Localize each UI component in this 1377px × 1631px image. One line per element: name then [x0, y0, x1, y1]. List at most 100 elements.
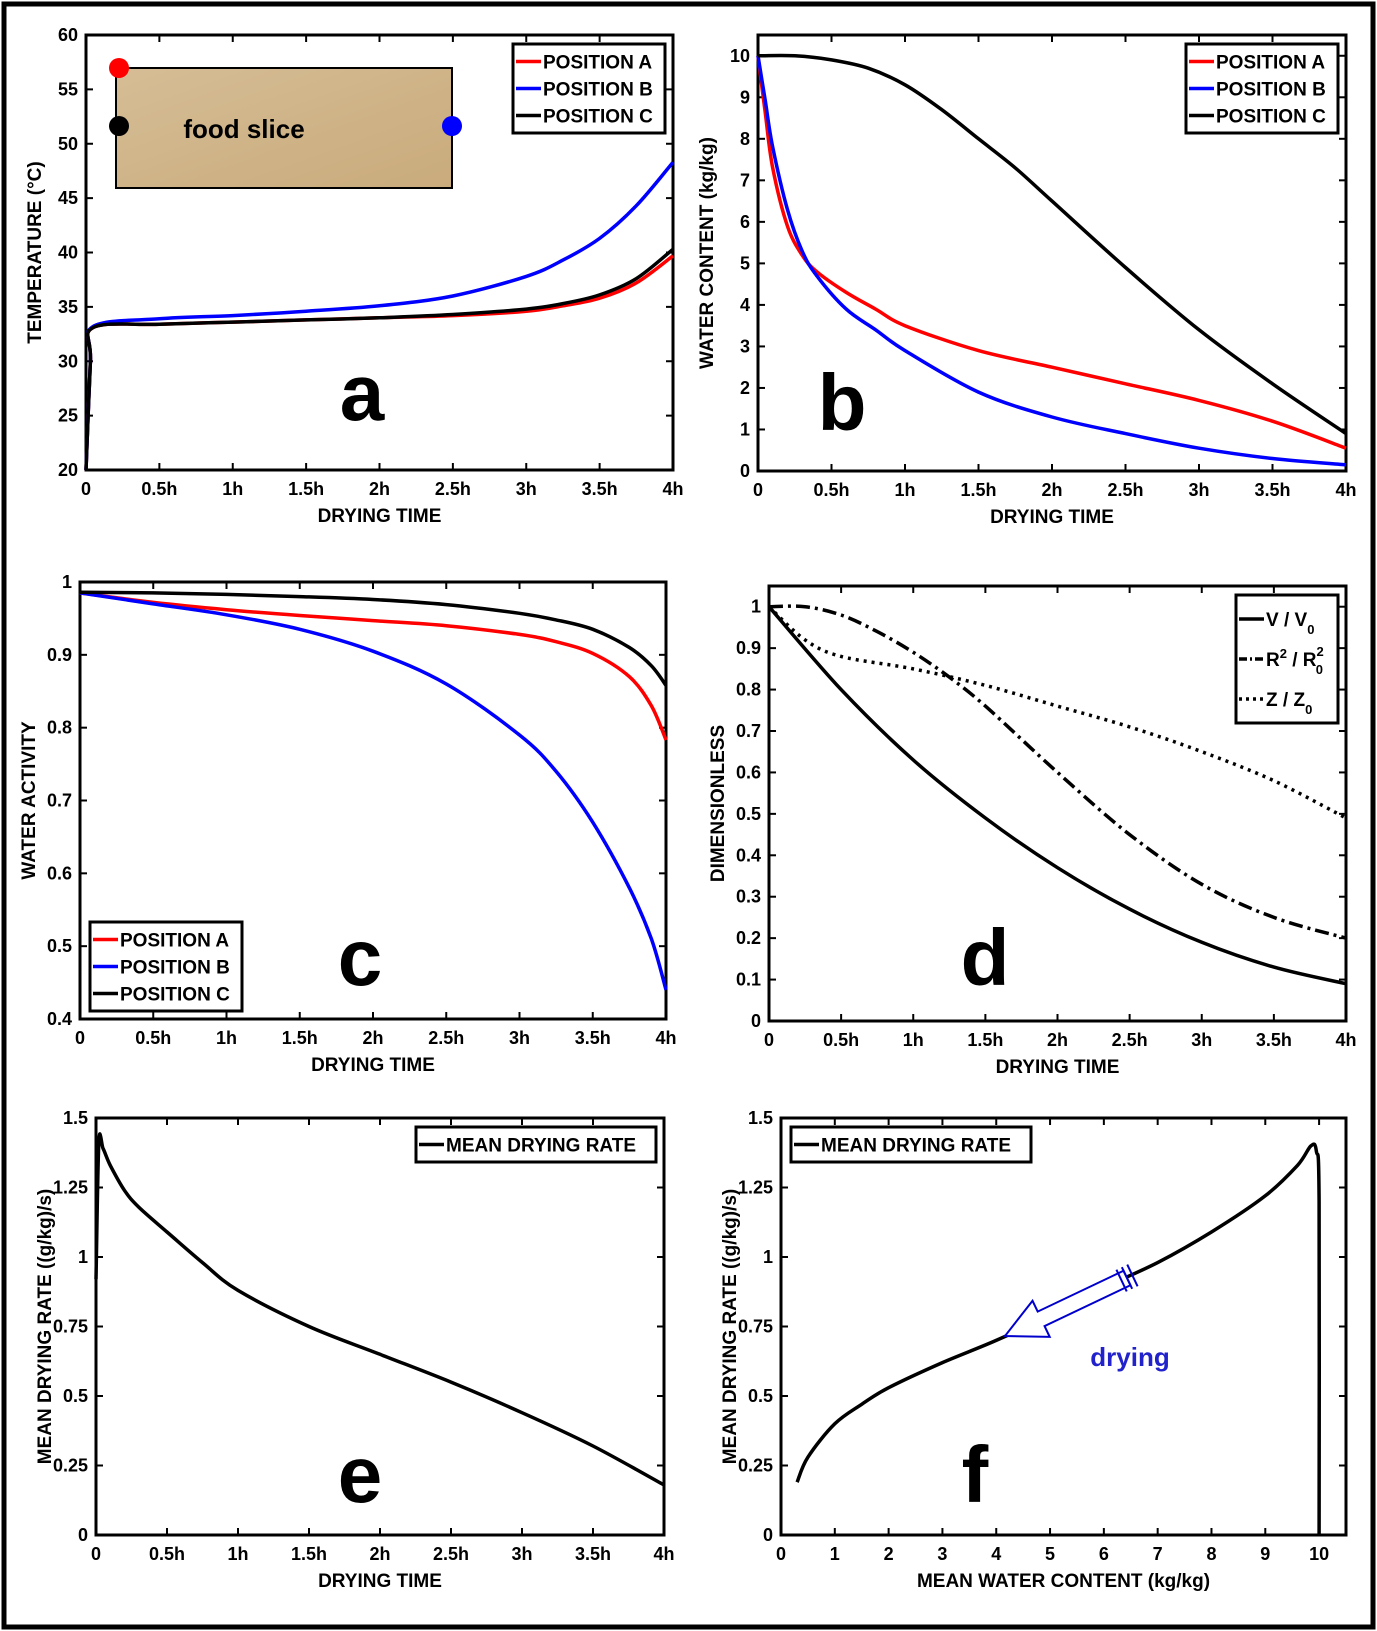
- arrow-body: [1002, 1269, 1132, 1338]
- x-tick-label: 2.5h: [435, 479, 471, 499]
- x-tick-label: 1h: [894, 480, 915, 500]
- panel-d: 0 0.5h 1h 1.5h 2h 2.5h 3h 3.5h 4h 0 0.1 0.2 0.3 0.4 0.…: [708, 584, 1357, 1078]
- legend: POSITION A POSITION B POSITION C: [88, 920, 244, 1013]
- y-tick-label: 4: [740, 295, 750, 315]
- y-tick-label: 25: [58, 406, 78, 426]
- x-tick-label: 3.5h: [1256, 1030, 1292, 1050]
- legend-label: POSITION B: [1216, 80, 1326, 101]
- arrow-tail-mark: [1115, 1269, 1128, 1292]
- y-tick-label: 1.5: [748, 1108, 773, 1128]
- y-axis-label: MEAN DRYING RATE ((g/kg)/s): [720, 1189, 741, 1465]
- x-tick-label: 1.5h: [967, 1030, 1003, 1050]
- y-tick-label: 0: [740, 461, 750, 481]
- arrow-tail-mark: [1120, 1266, 1134, 1290]
- y-tick-label: 20: [58, 460, 78, 480]
- y-axis-label: DIMENSIONLESS: [708, 725, 729, 882]
- x-tick-label: 3h: [1191, 1030, 1212, 1050]
- series-line-0: [795, 1142, 1322, 1536]
- series-line-1: [79, 591, 668, 991]
- series-line-2: [767, 605, 1347, 820]
- legend-box: [414, 1125, 658, 1164]
- x-tick-label: 1h: [216, 1028, 237, 1048]
- x-tick-label: 0: [81, 479, 91, 499]
- x-tick-label: 2h: [369, 1544, 390, 1564]
- y-tick-label: 8: [740, 129, 750, 149]
- y-axis-label: MEAN DRYING RATE ((g/kg)/s): [35, 1189, 56, 1465]
- y-tick-label: 0.6: [47, 863, 72, 883]
- x-tick-label: 1: [830, 1544, 840, 1564]
- legend-label: POSITION B: [120, 958, 230, 979]
- x-tick-label: 2h: [1047, 1030, 1068, 1050]
- series-line-0: [79, 591, 668, 741]
- x-tick-label: 0: [776, 1544, 786, 1564]
- y-tick-label: 1: [62, 572, 72, 592]
- x-tick-label: 4: [991, 1544, 1001, 1564]
- legend-label: POSITION C: [1216, 107, 1326, 128]
- plot-area: [779, 1116, 1348, 1537]
- legend-label: POSITION A: [120, 931, 229, 952]
- panel-a: 0 0.5h 1h 1.5h 2h 2.5h 3h 3.5h 4h 20 25 30 35 40 45 50 5…: [25, 25, 684, 527]
- y-tick-label: 0: [78, 1525, 88, 1545]
- y-tick-label: 45: [58, 188, 78, 208]
- x-tick-label: 3: [937, 1544, 947, 1564]
- y-tick-label: 2: [740, 378, 750, 398]
- x-tick-label: 8: [1206, 1544, 1216, 1564]
- series-line-2: [79, 590, 668, 687]
- panel-letter: b: [818, 358, 867, 447]
- series-line-1: [756, 55, 1347, 467]
- x-axis-label: DRYING TIME: [318, 1571, 442, 1592]
- x-tick-label: 10: [1309, 1544, 1329, 1564]
- legend: V / V0 R2 / R2 0 Z / Z0: [1234, 593, 1340, 725]
- y-tick-label: 1: [751, 597, 761, 617]
- x-tick-label: 3h: [516, 479, 537, 499]
- x-tick-label: 0.5h: [135, 1028, 171, 1048]
- legend-label: POSITION A: [1216, 53, 1325, 74]
- x-tick-label: 1h: [222, 479, 243, 499]
- y-tick-label: 0.1: [736, 970, 761, 990]
- drying-annotation: drying: [1090, 1342, 1169, 1372]
- x-tick-label: 2.5h: [428, 1028, 464, 1048]
- legend-label: MEAN DRYING RATE: [821, 1136, 1011, 1157]
- x-tick-label: 2.5h: [1112, 1030, 1148, 1050]
- x-tick-label: 1.5h: [288, 479, 324, 499]
- legend-label: POSITION C: [543, 107, 653, 128]
- panel-letter: a: [340, 348, 385, 437]
- position-marker: [109, 58, 129, 78]
- legend-box: [1234, 593, 1340, 725]
- legend-label: POSITION B: [543, 80, 653, 101]
- x-axis-label: MEAN WATER CONTENT (kg/kg): [917, 1571, 1210, 1592]
- x-tick-label: 1h: [227, 1544, 248, 1564]
- y-tick-label: 0.7: [736, 721, 761, 741]
- y-axis-label: WATER CONTENT (kg/kg): [697, 137, 718, 369]
- x-tick-label: 0: [764, 1030, 774, 1050]
- series-line-0: [767, 605, 1347, 986]
- x-tick-label: 4h: [1335, 480, 1356, 500]
- y-tick-label: 40: [58, 243, 78, 263]
- y-tick-label: 35: [58, 297, 78, 317]
- y-tick-label: 1.5: [63, 1108, 88, 1128]
- panel-letter: c: [338, 913, 383, 1002]
- y-tick-label: 0.5: [736, 804, 761, 824]
- y-tick-label: 0.5: [63, 1386, 88, 1406]
- x-tick-label: 0: [91, 1544, 101, 1564]
- y-tick-label: 6: [740, 212, 750, 232]
- x-tick-label: 0.5h: [813, 480, 849, 500]
- series-line-1: [768, 604, 1347, 940]
- y-tick-label: 0: [763, 1525, 773, 1545]
- x-tick-label: 0.5h: [141, 479, 177, 499]
- y-tick-label: 55: [58, 79, 78, 99]
- y-tick-label: 0.9: [736, 638, 761, 658]
- series-line-2: [84, 247, 675, 471]
- x-tick-label: 7: [1153, 1544, 1163, 1564]
- series-line-0: [94, 1132, 665, 1487]
- x-tick-label: 2h: [1041, 480, 1062, 500]
- legend: POSITION A POSITION B POSITION C: [1184, 42, 1340, 135]
- y-axis-label: TEMPERATURE (°C): [25, 161, 46, 343]
- y-tick-label: 1.25: [738, 1178, 773, 1198]
- x-tick-label: 2.5h: [433, 1544, 469, 1564]
- y-tick-label: 1.25: [53, 1178, 88, 1198]
- x-tick-label: 0.5h: [149, 1544, 185, 1564]
- position-marker: [109, 116, 129, 136]
- x-tick-label: 1h: [903, 1030, 924, 1050]
- x-axis-label: DRYING TIME: [996, 1057, 1120, 1078]
